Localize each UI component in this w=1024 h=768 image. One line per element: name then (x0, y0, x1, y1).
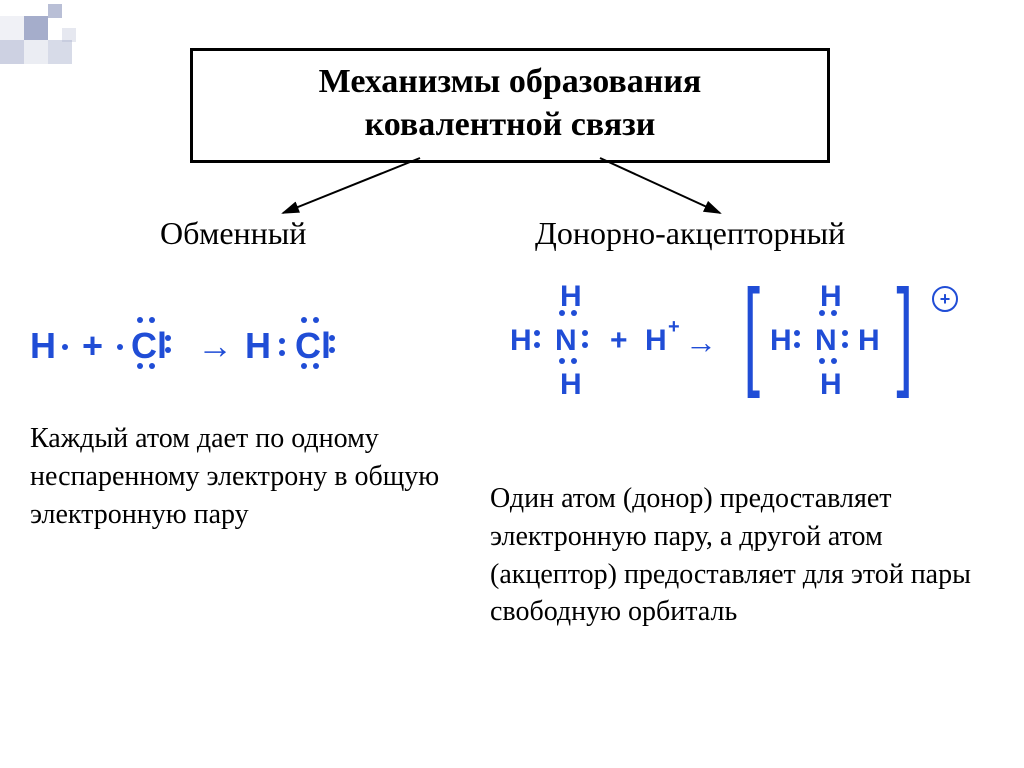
nh3-H-bottom: H (560, 368, 582, 402)
nh4-N: N (815, 324, 837, 358)
mechanism-donor-label: Донорно-акцепторный (535, 215, 845, 252)
product-charge: + (932, 286, 958, 312)
reaction-arrow: → (197, 325, 233, 367)
atom-Cl: Cl (131, 325, 167, 367)
exchange-formula: H + Cl → H Cl (30, 325, 331, 367)
h-ion-charge: + (668, 316, 680, 339)
nh4-H-bottom: H (820, 368, 842, 402)
nh3-H-left: H (510, 324, 532, 358)
donor-acceptor-formula: H H N H + H + → [ H H N H H ] + (500, 280, 1020, 450)
nh4-H-right: H (858, 324, 880, 358)
nh3-N: N (555, 324, 577, 358)
h-ion: H (645, 324, 667, 358)
nh4-H-top: H (820, 280, 842, 314)
plus-sign: + (82, 325, 103, 367)
atom-H-product: H (245, 325, 271, 367)
nh3-H-top: H (560, 280, 582, 314)
donor-description: Один атом (донор) предоставляет электрон… (490, 480, 1000, 631)
mechanism-exchange-label: Обменный (160, 215, 306, 252)
branch-arrows (0, 0, 1024, 260)
exchange-description: Каждый атом дает по одному неспаренному … (30, 420, 450, 533)
nh4-H-left: H (770, 324, 792, 358)
atom-Cl-product: Cl (295, 325, 331, 367)
plus-sign-2: + (610, 324, 628, 358)
atom-H: H (30, 325, 56, 367)
reaction-arrow-2: → (685, 324, 717, 361)
